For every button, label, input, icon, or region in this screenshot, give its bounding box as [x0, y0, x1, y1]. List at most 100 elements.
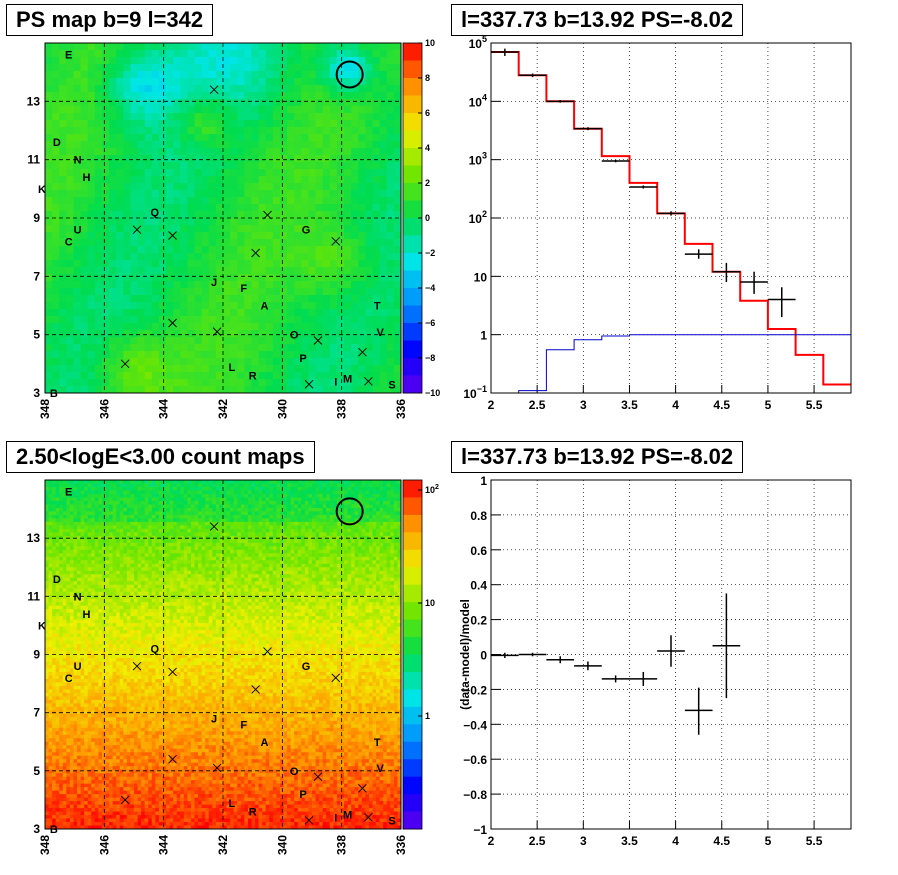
ps-map-source-label: I — [334, 376, 337, 388]
ps-map-source-cross — [263, 210, 272, 220]
count-map-xtick-label: 340 — [275, 835, 289, 855]
ps-map-source-label: M — [343, 373, 352, 385]
residual-ytick-label: 0.4 — [470, 579, 487, 593]
ps-map-source-cross — [358, 347, 367, 357]
ps-map-xtick-label: 346 — [97, 399, 111, 419]
ps-map-source-cross — [209, 85, 219, 94]
ps-map-source-cross — [304, 379, 314, 389]
ps-map-colorbar-label: 0 — [425, 213, 430, 223]
count-map-source-label: B — [50, 824, 58, 836]
count-map-source-label: N — [74, 591, 82, 603]
count-map-colorbar — [403, 480, 422, 830]
spectrum-ytick-label: 104 — [469, 92, 487, 109]
ps-map-frame — [44, 42, 402, 394]
spectrum-ytick-label: 103 — [469, 151, 487, 168]
spectrum-xtick-label: 4.5 — [713, 398, 730, 412]
count-map-source-cross — [168, 754, 177, 764]
ps-map-colorbar-label: −6 — [425, 318, 435, 328]
count-map-xtick-label: 336 — [394, 835, 408, 855]
ps-map-source-cross — [132, 225, 142, 234]
count-map-frame — [44, 479, 402, 830]
ps-map-source-cross — [168, 318, 177, 328]
ps-map-source-label: H — [83, 172, 91, 184]
residual-xtick-label: 4 — [672, 834, 679, 848]
count-map-source-label: P — [299, 789, 306, 801]
count-map-source-label: D — [53, 574, 61, 586]
count-map-xtick-label: 344 — [157, 835, 171, 855]
residual-xtick-label: 5 — [765, 834, 772, 848]
residual-ytick-label: −0.4 — [463, 718, 487, 732]
count-map-source-label: K — [38, 620, 46, 632]
spectrum-xtick-label: 3 — [580, 398, 587, 412]
residual-frame — [490, 479, 852, 830]
residual-xtick-label: 5.5 — [806, 834, 823, 848]
ps-map-source-cross — [168, 231, 177, 240]
ps-map-colorbar-label: 8 — [425, 73, 430, 83]
count-map-source-cross — [251, 685, 260, 694]
ps-map-source-label: N — [74, 155, 82, 167]
count-map-source-cross — [358, 783, 367, 793]
ps-map-source-cross — [313, 336, 323, 345]
ps-map-selected-source-circle — [335, 60, 364, 89]
ps-map-source-label: S — [388, 379, 395, 391]
residual-ylabel: (data-model)/model — [458, 599, 472, 710]
count-map-source-label: V — [377, 763, 385, 775]
residual-xtick-label: 3.5 — [621, 834, 638, 848]
residual-ytick-label: −0.2 — [463, 683, 487, 697]
ps-map-ytick-label: 13 — [27, 94, 41, 108]
ps-map-source-label: V — [377, 327, 385, 339]
ps-map-xtick-label: 342 — [216, 399, 230, 419]
ps-map-xtick-label: 336 — [394, 399, 408, 419]
count-map-ytick-label: 11 — [27, 589, 40, 603]
count-map-source-cross — [120, 795, 130, 805]
ps-map-source-cross — [364, 377, 373, 386]
spectrum-title: l=337.73 b=13.92 PS=-8.02 — [451, 4, 744, 36]
count-map-ytick-label: 7 — [33, 706, 40, 720]
spectrum-xtick-label: 5 — [765, 398, 772, 412]
count-map-source-label: S — [388, 815, 395, 827]
ps-map-colorbar-label: 2 — [425, 178, 430, 188]
residual-xtick-label: 2.5 — [529, 834, 546, 848]
residual-xtick-label: 4.5 — [713, 834, 730, 848]
ps-map-source-label: O — [290, 330, 299, 342]
ps-map-colorbar-label: 6 — [425, 108, 430, 118]
residual-ytick-label: 1 — [480, 474, 487, 488]
ps-map-source-label: E — [65, 50, 72, 62]
residual-xtick-label: 2 — [488, 834, 495, 848]
ps-map-ytick-label: 9 — [33, 211, 40, 225]
count-map-xtick-label: 342 — [216, 835, 230, 855]
residual-ytick-label: 0.6 — [470, 544, 487, 558]
ps-map-source-label: R — [249, 371, 257, 383]
ps-map-colorbar-label: −2 — [425, 248, 435, 258]
background-step-line — [491, 334, 851, 394]
ps-map-colorbar-label: −4 — [425, 283, 435, 293]
ps-map-xtick-label: 348 — [38, 399, 52, 419]
ps-map-source-label: T — [374, 301, 381, 313]
residual-ytick-label: 0.2 — [470, 614, 487, 628]
count-map-source-cross — [263, 647, 272, 656]
count-map-xtick-label: 348 — [38, 835, 52, 855]
count-map-source-cross — [313, 772, 323, 781]
count-map-source-cross — [331, 673, 341, 683]
ps-map-source-label: D — [53, 137, 61, 149]
ps-map-ytick-label: 7 — [33, 269, 40, 283]
count-map-source-cross — [168, 667, 177, 677]
count-map-source-label: J — [211, 713, 217, 725]
ps-map-xtick-label: 344 — [157, 399, 171, 419]
spectrum-ytick-label: 105 — [469, 34, 487, 51]
ps-map-xtick-label: 340 — [275, 399, 289, 419]
count-map-source-label: O — [290, 766, 299, 778]
count-map-source-label: M — [343, 809, 352, 821]
count-map-source-cross — [364, 813, 373, 822]
count-map-source-label: G — [302, 661, 311, 673]
ps-map-source-label: K — [38, 184, 46, 196]
count-map-colorbar-label: 1 — [425, 711, 430, 721]
ps-map-source-label: C — [65, 236, 73, 248]
residual-title: l=337.73 b=13.92 PS=-8.02 — [451, 441, 744, 473]
ps-map-colorbar-label: 10 — [425, 38, 435, 48]
count-map-source-label: U — [74, 661, 82, 673]
count-map-ytick-label: 5 — [33, 764, 40, 778]
ps-map-source-label: P — [299, 353, 306, 365]
spectrum-ytick-label: 10−1 — [463, 384, 487, 401]
